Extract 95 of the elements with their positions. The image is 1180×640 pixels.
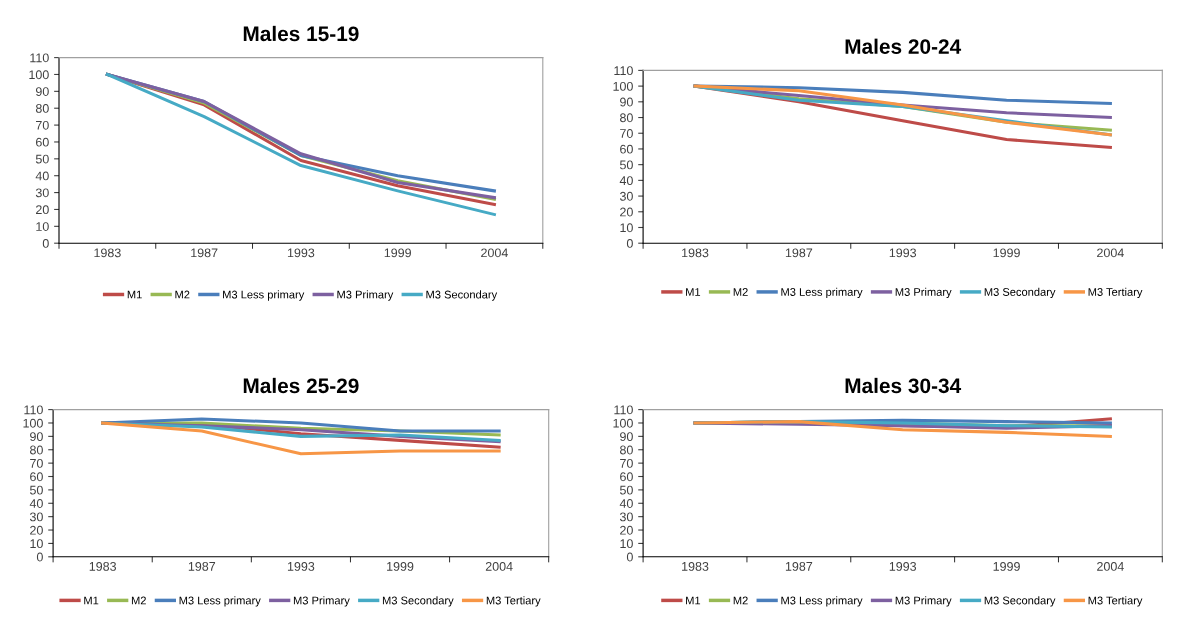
y-tick-label: 30 bbox=[29, 512, 43, 522]
y-tick-label: 80 bbox=[620, 445, 633, 455]
x-tick-label: 1993 bbox=[287, 248, 315, 258]
y-tick-label: 20 bbox=[620, 525, 633, 535]
y-tick-label: 10 bbox=[30, 539, 43, 549]
y-tick-label: 10 bbox=[620, 223, 633, 233]
y-tick-label: 10 bbox=[620, 539, 633, 549]
x-tick-label: 1999 bbox=[387, 561, 414, 571]
y-tick-label: 80 bbox=[35, 104, 49, 113]
y-tick-label: 40 bbox=[619, 499, 633, 508]
y-tick-label: 0 bbox=[36, 552, 43, 562]
y-tick-label: 100 bbox=[29, 70, 49, 80]
y-tick-label: 80 bbox=[30, 445, 43, 455]
y-tick-label: 90 bbox=[620, 432, 633, 442]
x-tick-label: 1983 bbox=[89, 561, 117, 571]
y-tick-label: 40 bbox=[35, 171, 49, 181]
x-tick-label: 2004 bbox=[1097, 561, 1124, 571]
y-tick-label: 50 bbox=[35, 154, 49, 164]
x-tick-label: 1999 bbox=[993, 561, 1020, 571]
y-tick-label: 100 bbox=[613, 81, 633, 91]
legend-label: M3 Primary bbox=[293, 596, 350, 607]
y-tick-label: 60 bbox=[620, 144, 633, 154]
legend-label: M3 Secondary bbox=[984, 287, 1056, 299]
legend-label: M1 bbox=[686, 596, 701, 605]
y-tick-label: 50 bbox=[619, 485, 633, 495]
y-tick-label: 110 bbox=[614, 405, 633, 415]
x-tick-label: 1987 bbox=[785, 248, 813, 258]
y-tick-label: 60 bbox=[36, 137, 49, 147]
y-tick-label: 20 bbox=[36, 205, 49, 215]
x-tick-label: 1983 bbox=[682, 561, 709, 571]
y-tick-label: 70 bbox=[620, 458, 633, 468]
y-tick-label: 80 bbox=[620, 113, 633, 123]
legend-label: M3 Less primary bbox=[179, 596, 261, 607]
x-tick-label: 1987 bbox=[785, 561, 813, 571]
legend-label: M3 Primary bbox=[337, 290, 394, 301]
legend-label: M3 Tertiary bbox=[486, 596, 541, 607]
y-tick-label: 30 bbox=[35, 188, 49, 198]
y-tick-label: 10 bbox=[36, 222, 49, 231]
y-tick-label: 110 bbox=[30, 53, 49, 63]
y-tick-label: 0 bbox=[626, 552, 633, 562]
legend-label: M1 bbox=[127, 290, 142, 299]
chart-title: Males 20-24 bbox=[845, 38, 962, 54]
chart-title: Males 30-34 bbox=[845, 377, 962, 394]
legend-label: M2 bbox=[733, 288, 748, 296]
chart-title: Males 25-29 bbox=[243, 377, 359, 394]
legend-label: M2 bbox=[131, 596, 146, 605]
y-tick-label: 90 bbox=[620, 97, 633, 107]
chart-title: Males 15-19 bbox=[243, 25, 359, 42]
y-tick-label: 20 bbox=[620, 207, 633, 217]
x-tick-label: 1983 bbox=[682, 248, 709, 258]
y-tick-label: 40 bbox=[29, 499, 43, 508]
y-tick-label: 60 bbox=[620, 472, 633, 482]
legend-label: M3 Tertiary bbox=[1088, 596, 1143, 607]
x-tick-label: 1987 bbox=[188, 561, 216, 571]
y-tick-label: 90 bbox=[35, 87, 49, 96]
legend-label: M3 Primary bbox=[895, 596, 952, 607]
legend-label: M1 bbox=[84, 596, 99, 605]
y-tick-label: 0 bbox=[626, 239, 633, 248]
legend-label: M1 bbox=[686, 288, 701, 296]
x-tick-label: 1983 bbox=[94, 248, 121, 258]
legend-label: M2 bbox=[733, 596, 748, 605]
y-tick-label: 30 bbox=[619, 512, 633, 522]
legend-label: M3 Secondary bbox=[426, 290, 498, 301]
y-tick-label: 70 bbox=[620, 129, 633, 138]
y-tick-label: 40 bbox=[619, 176, 633, 186]
legend-label: M3 Less primary bbox=[781, 287, 863, 299]
legend-label: M2 bbox=[175, 290, 190, 299]
y-tick-label: 60 bbox=[30, 472, 43, 482]
y-tick-label: 110 bbox=[24, 405, 43, 415]
x-tick-label: 1993 bbox=[889, 248, 917, 258]
x-tick-label: 2004 bbox=[481, 248, 508, 258]
legend-label: M3 Primary bbox=[895, 287, 952, 299]
x-tick-label: 1987 bbox=[191, 248, 218, 258]
y-tick-label: 100 bbox=[613, 418, 633, 428]
x-tick-label: 2004 bbox=[485, 561, 513, 571]
legend-label: M3 Tertiary bbox=[1088, 287, 1143, 299]
y-tick-label: 70 bbox=[30, 458, 43, 468]
x-tick-label: 1999 bbox=[384, 248, 411, 258]
y-tick-label: 70 bbox=[36, 120, 49, 130]
y-tick-label: 0 bbox=[42, 239, 49, 248]
x-tick-label: 1993 bbox=[287, 561, 315, 571]
y-tick-label: 50 bbox=[29, 485, 43, 495]
x-tick-label: 2004 bbox=[1097, 248, 1124, 258]
x-tick-label: 1993 bbox=[889, 561, 917, 571]
y-tick-label: 20 bbox=[30, 525, 43, 535]
y-tick-label: 50 bbox=[619, 160, 633, 170]
legend-label: M3 Less primary bbox=[223, 290, 305, 301]
legend-label: M3 Less primary bbox=[781, 596, 863, 607]
legend-label: M3 Secondary bbox=[382, 596, 454, 607]
legend-label: M3 Secondary bbox=[984, 596, 1056, 607]
y-tick-label: 110 bbox=[614, 66, 633, 76]
y-tick-label: 90 bbox=[30, 432, 43, 442]
x-tick-label: 1999 bbox=[993, 248, 1020, 258]
y-tick-label: 30 bbox=[619, 191, 633, 201]
y-tick-label: 100 bbox=[23, 418, 43, 428]
